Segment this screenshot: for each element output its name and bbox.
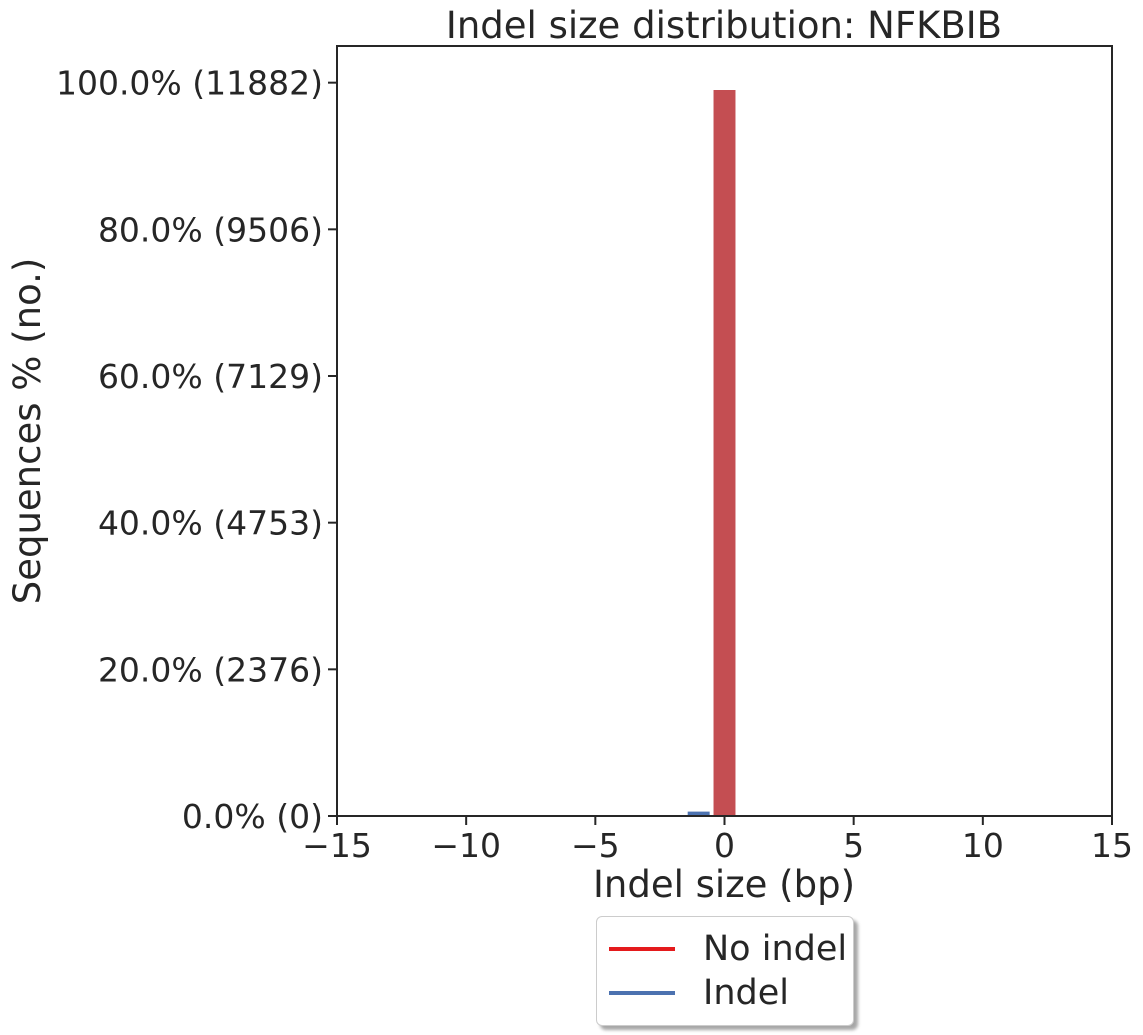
x-tick-label: 10 xyxy=(962,826,1004,865)
x-tick-label: 15 xyxy=(1091,826,1133,865)
y-tick-label: 40.0% (4753) xyxy=(98,504,323,543)
x-axis: −15 −10 −5 0 5 10 15 xyxy=(302,816,1133,865)
y-axis-label: Sequences % (no.) xyxy=(6,258,49,605)
x-tick-label: −15 xyxy=(302,826,372,865)
x-axis-label: Indel size (bp) xyxy=(593,863,855,906)
chart-title: Indel size distribution: NFKBIB xyxy=(446,4,1002,47)
x-tick-label: 5 xyxy=(843,826,864,865)
legend-label-no-indel: No indel xyxy=(703,929,848,969)
y-tick-label: 0.0% (0) xyxy=(182,797,323,836)
y-tick-label: 20.0% (2376) xyxy=(98,650,323,689)
plot-area xyxy=(687,90,762,816)
x-tick-label: −10 xyxy=(431,826,501,865)
legend: No indel Indel xyxy=(596,916,854,1026)
bar-no-indel-0 xyxy=(713,90,736,816)
x-tick-label: 0 xyxy=(714,826,735,865)
legend-item-indel: Indel xyxy=(609,973,789,1013)
legend-swatch-no-indel xyxy=(609,947,675,951)
y-tick-label: 60.0% (7129) xyxy=(98,357,323,396)
y-axis: 0.0% (0) 20.0% (2376) 40.0% (4753) 60.0% (7… xyxy=(56,64,337,836)
legend-item-no-indel: No indel xyxy=(609,929,847,969)
y-tick-label: 100.0% (11882) xyxy=(56,64,323,103)
x-tick-label: −5 xyxy=(571,826,620,865)
legend-swatch-indel xyxy=(609,991,675,995)
legend-label-indel: Indel xyxy=(703,973,789,1013)
bar-indel-m1 xyxy=(687,811,710,816)
y-tick-label: 80.0% (9506) xyxy=(98,210,323,249)
